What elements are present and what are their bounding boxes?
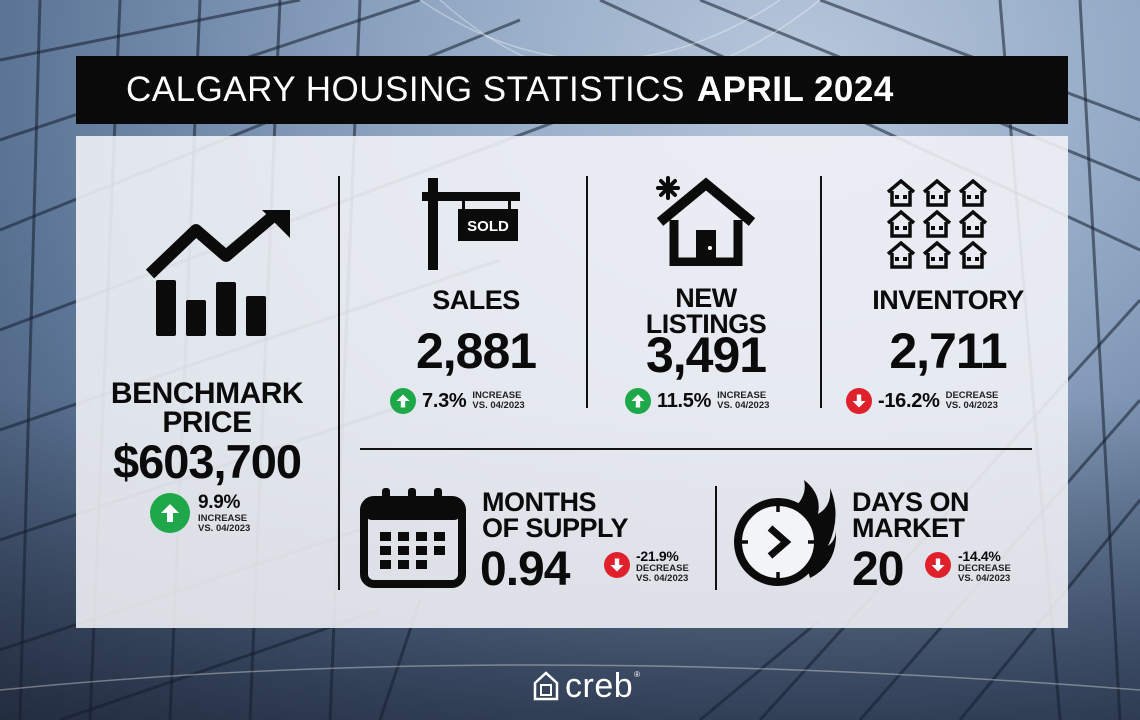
sales-value: 2,881 <box>415 323 537 379</box>
months-of-supply-change-value: -21.9% <box>636 548 679 564</box>
stats-panel: BENCHMARK PRICE $603,700 9.9% INCREASE V… <box>76 136 1068 628</box>
days-on-market-change-text: -14.4% DECREASE VS. 04/2023 <box>958 548 1011 584</box>
inventory-value: 2,711 <box>889 323 1007 379</box>
inventory-change-note: DECREASE VS. 04/2023 <box>945 390 999 411</box>
days-on-market-label: DAYS ON MARKET <box>852 487 970 543</box>
new-house-icon <box>656 176 756 266</box>
calendar-icon <box>360 488 466 588</box>
benchmark-value: $603,700 <box>112 435 302 488</box>
inventory-label: INVENTORY <box>872 285 1024 315</box>
registered-mark: ® <box>634 670 641 679</box>
title-period: APRIL 2024 <box>696 70 894 109</box>
sales-change: 7.3% INCREASE VS. 04/2023 <box>390 388 525 414</box>
sales-change-value: 7.3% <box>422 389 467 412</box>
months-of-supply-change-note: DECREASE VS. 04/2023 <box>636 563 689 584</box>
up-arrow-icon <box>150 492 190 533</box>
divider-vertical-1 <box>338 176 340 590</box>
inventory-change-value: -16.2% <box>878 389 940 412</box>
divider-horizontal <box>360 448 1032 450</box>
new-listings-change: 11.5% INCREASE VS. 04/2023 <box>625 388 769 414</box>
creb-logo-text: creb <box>565 667 634 705</box>
new-listings-change-value: 11.5% <box>657 389 712 412</box>
months-of-supply-change <box>604 552 630 578</box>
houses-grid-icon <box>886 179 988 269</box>
sales-label: SALES <box>432 285 520 315</box>
title-text: CALGARY HOUSING STATISTICS <box>126 70 685 109</box>
days-on-market-change-note: DECREASE VS. 04/2023 <box>958 563 1011 584</box>
divider-vertical-4 <box>715 486 717 590</box>
days-on-market-change <box>925 552 951 578</box>
benchmark-label: BENCHMARK PRICE <box>110 377 304 439</box>
sales-change-note: INCREASE VS. 04/2023 <box>472 390 525 411</box>
months-of-supply-value: 0.94 <box>480 543 570 596</box>
divider-vertical-2 <box>586 176 588 408</box>
down-arrow-icon <box>846 388 872 414</box>
sold-sign-icon: SOLD <box>422 178 520 270</box>
rising-bar-chart-icon <box>145 210 290 336</box>
up-arrow-icon <box>625 388 651 414</box>
sold-sign-text: SOLD <box>467 218 509 235</box>
creb-logo-mark-icon <box>533 671 559 701</box>
inventory-change: -16.2% DECREASE VS. 04/2023 <box>846 388 998 414</box>
days-on-market-value: 20 <box>852 543 904 596</box>
down-arrow-icon <box>925 552 951 578</box>
days-on-market-change-value: -14.4% <box>958 548 1001 564</box>
down-arrow-icon <box>604 552 630 578</box>
benchmark-change-value: 9.9% <box>198 492 241 513</box>
title-bar: CALGARY HOUSING STATISTICS APRIL 2024 <box>76 56 1068 124</box>
months-of-supply-label: MONTHS OF SUPPLY <box>482 487 629 543</box>
up-arrow-icon <box>390 388 416 414</box>
fast-clock-icon <box>734 480 836 586</box>
creb-logo: creb ® <box>533 668 640 704</box>
benchmark-change: 9.9% INCREASE VS. 04/2023 <box>150 492 250 534</box>
new-listings-value: 3,491 <box>645 327 767 383</box>
new-listings-label: NEW LISTINGS <box>645 283 767 339</box>
benchmark-change-note: INCREASE VS. 04/2023 <box>198 513 251 534</box>
new-listings-change-note: INCREASE VS. 04/2023 <box>717 390 770 411</box>
divider-vertical-3 <box>820 176 822 408</box>
months-of-supply-change-text: -21.9% DECREASE VS. 04/2023 <box>636 548 689 584</box>
